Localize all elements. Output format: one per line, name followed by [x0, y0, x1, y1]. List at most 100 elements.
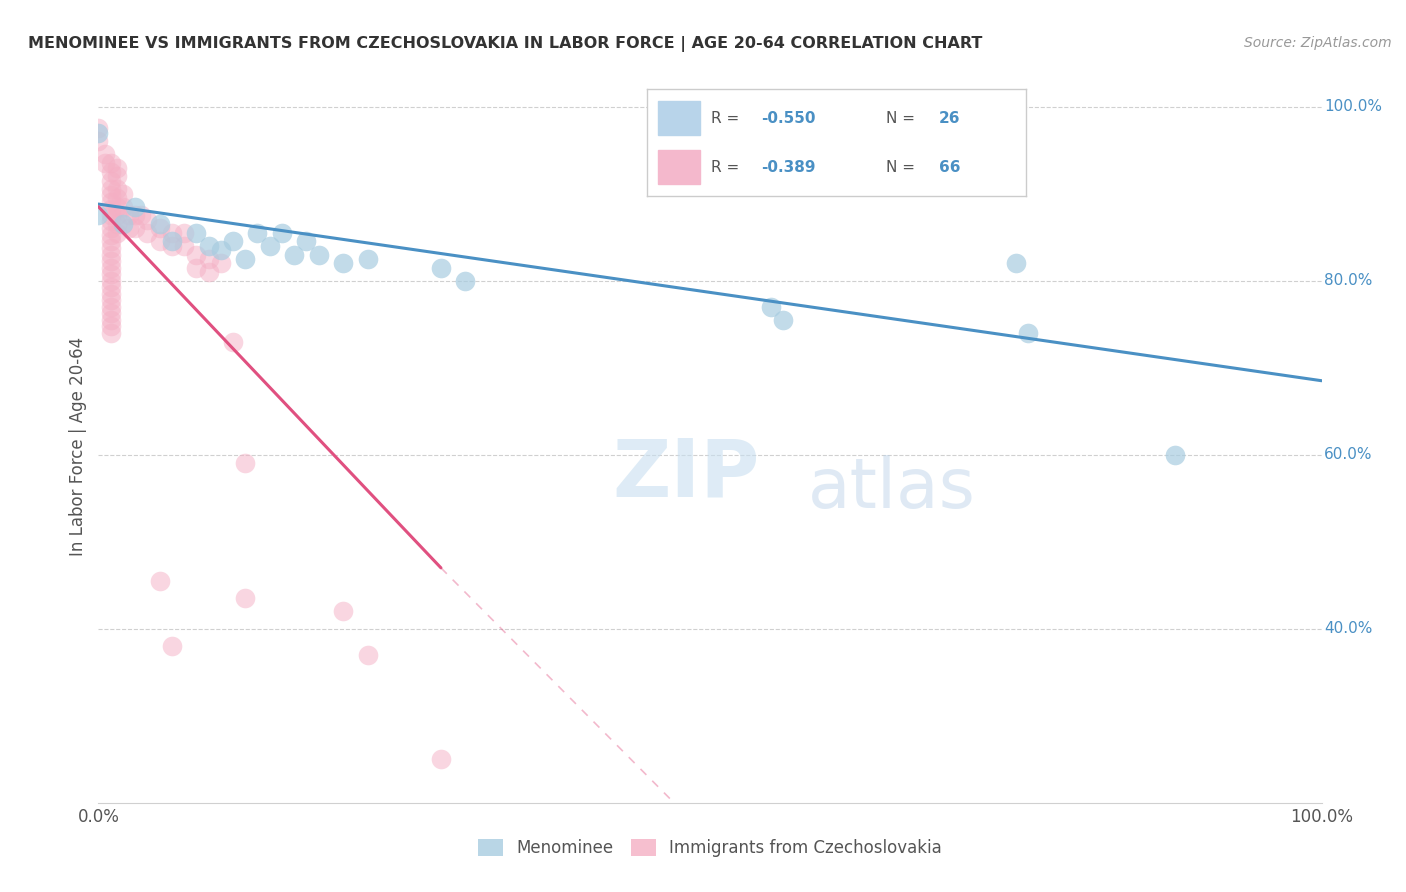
Point [105, 169, 128, 184]
Text: ZIP: ZIP [612, 435, 759, 514]
Point [160, 226, 183, 240]
Point [100, 247, 122, 261]
Point [209, 243, 232, 257]
Point [124, 221, 146, 235]
Point [100, 182, 122, 196]
Point [100, 279, 122, 293]
Point [100, 306, 122, 320]
Point [111, 200, 134, 214]
Point [100, 260, 122, 275]
Point [93, 147, 115, 161]
Point [1164, 448, 1187, 462]
Point [233, 252, 256, 266]
Point [259, 239, 281, 253]
Point [160, 239, 183, 253]
Point [100, 214, 122, 228]
Point [454, 274, 477, 288]
Point [100, 221, 122, 235]
Point [149, 574, 172, 588]
Point [111, 217, 134, 231]
Point [118, 221, 141, 235]
Point [105, 191, 128, 205]
Point [160, 235, 183, 249]
Point [356, 252, 378, 266]
Point [209, 256, 232, 270]
Point [100, 202, 122, 217]
Point [100, 228, 122, 243]
Text: 66: 66 [939, 160, 960, 175]
Point [100, 267, 122, 281]
Point [149, 235, 172, 249]
Point [100, 253, 122, 268]
Point [186, 247, 208, 261]
Point [87, 126, 110, 140]
Point [332, 604, 354, 618]
Point [100, 188, 122, 202]
Point [100, 241, 122, 255]
Text: -0.550: -0.550 [761, 111, 815, 126]
Text: atlas: atlas [808, 455, 976, 523]
Point [87, 208, 110, 222]
Point [129, 208, 152, 222]
Point [100, 313, 122, 327]
Point [283, 247, 305, 261]
Point [270, 226, 294, 240]
Point [100, 293, 122, 307]
Point [100, 318, 122, 333]
Y-axis label: In Labor Force | Age 20-64: In Labor Force | Age 20-64 [69, 336, 87, 556]
Point [246, 226, 269, 240]
Point [430, 260, 453, 275]
Text: 60.0%: 60.0% [1324, 447, 1372, 462]
Point [222, 235, 245, 249]
Point [173, 226, 195, 240]
Point [356, 648, 378, 662]
Point [124, 200, 146, 214]
Point [100, 173, 122, 187]
Point [430, 752, 453, 766]
Text: 40.0%: 40.0% [1324, 621, 1372, 636]
Point [111, 186, 134, 201]
Text: -0.389: -0.389 [761, 160, 815, 175]
Point [118, 208, 141, 222]
Bar [658, 101, 700, 136]
Point [105, 200, 128, 214]
Point [186, 260, 208, 275]
Point [197, 252, 219, 266]
Text: 80.0%: 80.0% [1324, 273, 1372, 288]
Bar [658, 150, 700, 185]
Text: N =: N = [886, 160, 920, 175]
Point [93, 156, 115, 170]
Point [105, 161, 128, 175]
Point [233, 591, 256, 606]
Point [87, 121, 110, 136]
Point [105, 226, 128, 240]
Point [100, 274, 122, 288]
Point [100, 235, 122, 249]
Point [124, 208, 146, 222]
Point [1017, 326, 1039, 340]
Point [186, 226, 208, 240]
Point [308, 247, 330, 261]
Text: R =: R = [711, 111, 744, 126]
Point [105, 217, 128, 231]
Point [100, 300, 122, 314]
Text: 100.0%: 100.0% [1324, 99, 1382, 114]
Point [87, 135, 110, 149]
Point [222, 334, 245, 349]
Point [761, 300, 783, 314]
Point [100, 286, 122, 301]
Text: N =: N = [886, 111, 920, 126]
Point [332, 256, 354, 270]
Point [100, 326, 122, 340]
Point [160, 639, 183, 653]
Point [149, 217, 172, 231]
Point [1004, 256, 1026, 270]
Legend: Menominee, Immigrants from Czechoslovakia: Menominee, Immigrants from Czechoslovaki… [470, 831, 950, 866]
Point [197, 265, 219, 279]
Point [233, 457, 256, 471]
Point [772, 313, 794, 327]
Text: 26: 26 [939, 111, 960, 126]
Point [149, 221, 172, 235]
Point [100, 195, 122, 210]
Point [100, 156, 122, 170]
